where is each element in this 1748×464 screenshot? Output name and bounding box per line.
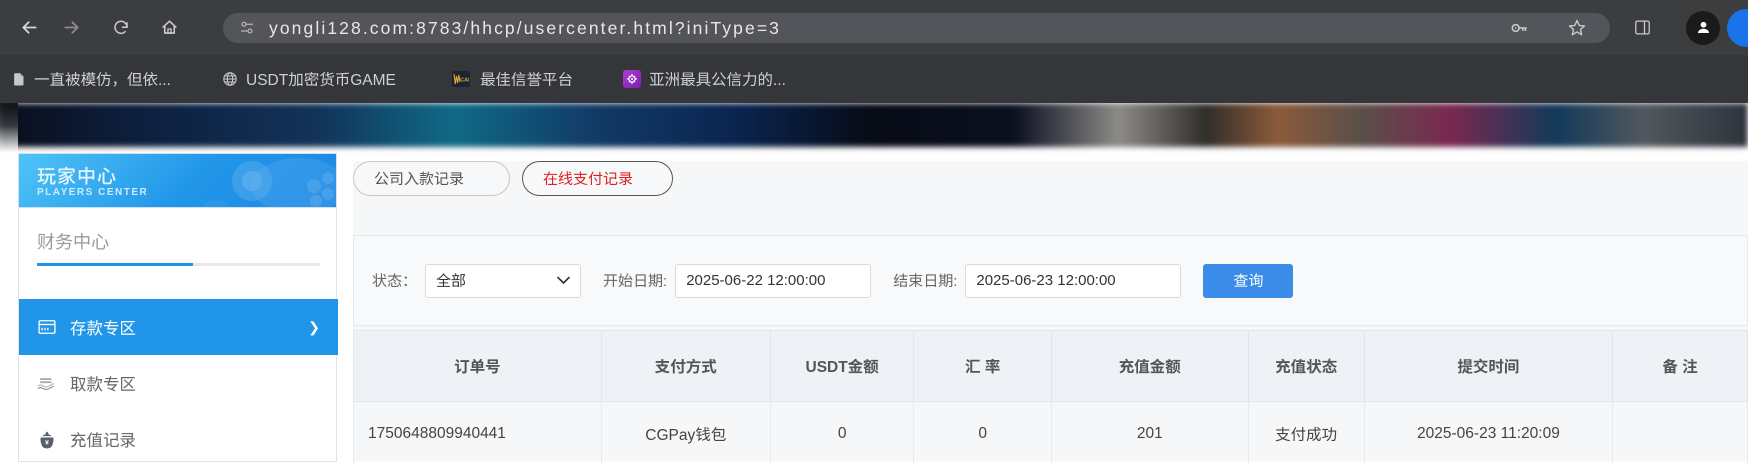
svg-text:CAR: CAR <box>460 78 469 84</box>
svg-text:¥: ¥ <box>45 439 49 446</box>
